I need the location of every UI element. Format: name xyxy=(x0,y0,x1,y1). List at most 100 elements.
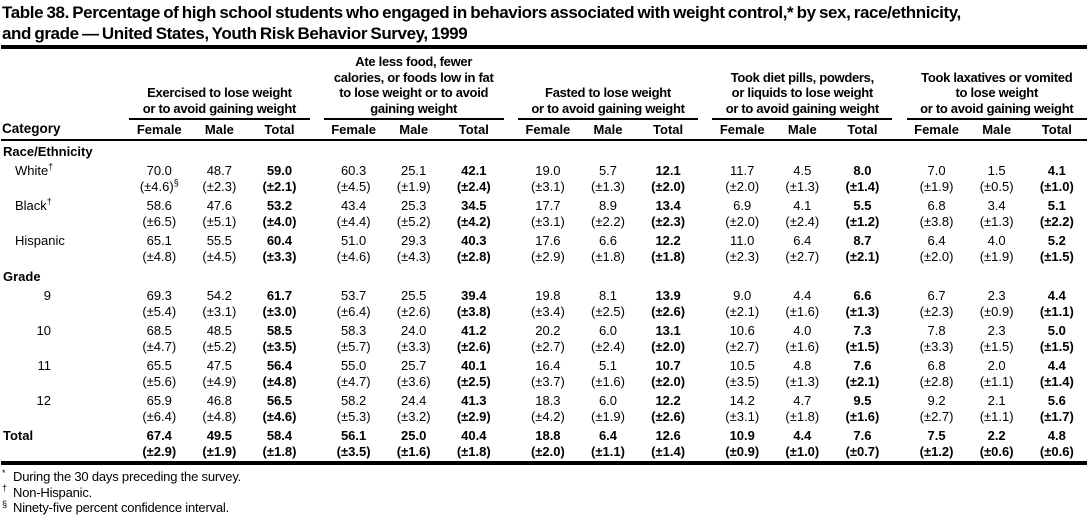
ci-cell: (±1.1) xyxy=(979,409,1014,424)
ci-cell: (±2.6) xyxy=(456,339,491,354)
column-gap xyxy=(698,339,712,356)
footnotes: * During the 30 days preceding the survey… xyxy=(0,465,1088,516)
ci-cell: (±3.1) xyxy=(530,214,565,229)
ci-cell: (±2.6) xyxy=(651,304,686,319)
value-cell: 2.1 xyxy=(987,393,1006,408)
value-cell: 4.1 xyxy=(793,198,812,213)
value-cell: 7.5 xyxy=(927,428,946,443)
value-cell: 11.0 xyxy=(730,233,755,248)
ci-cell: (±1.3) xyxy=(591,179,625,194)
value-cell: 56.5 xyxy=(266,393,293,408)
value-cell: 4.4 xyxy=(1047,358,1066,373)
ci-cell: (±3.8) xyxy=(919,214,954,229)
ci-cell: (±4.5) xyxy=(336,179,371,194)
value-cell: 42.1 xyxy=(461,163,487,178)
column-gap xyxy=(698,444,712,463)
ci-cell: (±2.9) xyxy=(530,249,565,264)
value-cell: 7.0 xyxy=(927,163,946,178)
row-label: 11 xyxy=(37,358,52,373)
column-gap xyxy=(504,339,518,356)
column-gap xyxy=(310,321,324,339)
value-cell: 10.5 xyxy=(729,358,755,373)
column-gap xyxy=(892,391,906,409)
column-gap xyxy=(310,356,324,374)
ci-cell: (±1.8) xyxy=(785,409,820,424)
ci-cell: (±1.9) xyxy=(979,249,1014,264)
ci-cell: (±1.3) xyxy=(785,179,820,194)
ci-cell: (±1.3) xyxy=(979,214,1014,229)
column-gap xyxy=(504,444,518,463)
ci-cell: (±2.5) xyxy=(456,374,491,389)
ci-cell: (±1.8) xyxy=(262,444,297,459)
row-label: 12 xyxy=(36,393,51,408)
value-cell: 2.3 xyxy=(987,323,1006,338)
value-cell: 68.5 xyxy=(146,323,172,338)
value-cell: 7.6 xyxy=(853,358,872,373)
column-gap xyxy=(310,179,324,196)
column-gap xyxy=(698,374,712,391)
ci-cell: (±2.1) xyxy=(262,179,297,194)
ci-cell: (±2.4) xyxy=(591,339,625,354)
value-cell: 16.4 xyxy=(535,358,561,373)
ci-cell: (±1.8) xyxy=(651,249,686,264)
value-cell: 41.2 xyxy=(461,323,487,338)
column-gap xyxy=(892,374,906,391)
column-group-fasted: Fasted to lose weight or to avoid gainin… xyxy=(517,47,699,120)
column-gap xyxy=(504,286,518,304)
column-gap xyxy=(892,339,906,356)
ci-cell: (±2.6) xyxy=(396,304,431,319)
subheader-total: Total xyxy=(832,119,893,141)
category-header: Category xyxy=(1,47,130,141)
column-gap xyxy=(892,304,906,321)
row-label-spacer xyxy=(1,304,129,321)
row-label-spacer xyxy=(1,409,129,426)
subheader-total: Total xyxy=(443,119,504,141)
row-label-spacer xyxy=(1,339,129,356)
section-row: Race/Ethnicity xyxy=(1,140,1087,161)
ci-cell: (±2.6) xyxy=(651,409,686,424)
subheader-total: Total xyxy=(1026,119,1087,141)
column-gap xyxy=(504,231,518,249)
value-cell: 4.4 xyxy=(793,428,812,443)
column-gap xyxy=(310,161,324,179)
value-cell: 6.9 xyxy=(733,198,752,213)
column-gap xyxy=(504,409,518,426)
value-cell: 47.6 xyxy=(206,198,233,213)
column-gap xyxy=(698,231,712,249)
ci-cell: (±1.6) xyxy=(591,374,625,389)
table-header: Category Exercised to lose weight or to … xyxy=(1,47,1087,141)
subheader-male: Male xyxy=(383,119,444,141)
column-gap xyxy=(504,249,518,266)
ci-cell: (±5.2) xyxy=(396,214,431,229)
table-body: Race/Ethnicity White† 70.0 48.7 59.0 60.3 25.1… xyxy=(1,140,1087,463)
footnote-text: During the 30 days preceding the survey. xyxy=(13,469,242,484)
column-gap xyxy=(892,286,906,304)
ci-cell: (±2.0) xyxy=(725,179,760,194)
value-cell: 46.8 xyxy=(206,393,233,408)
column-gap xyxy=(892,356,906,374)
column-gap xyxy=(892,196,906,214)
ci-cell: (±3.5) xyxy=(336,444,371,459)
value-cell: 67.4 xyxy=(146,428,172,443)
value-cell: 58.4 xyxy=(266,428,293,443)
section-row: Grade xyxy=(1,266,1087,286)
value-cell: 69.3 xyxy=(146,288,172,303)
column-gap xyxy=(310,286,324,304)
value-cell: 65.5 xyxy=(146,358,172,373)
ci-cell: (±2.0) xyxy=(725,214,760,229)
ci-cell: (±1.8) xyxy=(591,249,625,264)
column-gap xyxy=(892,249,906,266)
value-cell: 25.0 xyxy=(401,428,427,443)
value-cell: 20.2 xyxy=(535,323,561,338)
value-cell: 10.6 xyxy=(729,323,755,338)
ci-cell: (±5.1) xyxy=(202,214,237,229)
column-gap xyxy=(504,391,518,409)
column-group-diet-pills: Took diet pills, powders, or liquids to … xyxy=(712,47,893,120)
ci-cell: (±4.3) xyxy=(396,249,431,264)
ci-cell: (±0.6) xyxy=(979,444,1014,459)
value-cell: 58.3 xyxy=(340,323,367,338)
ci-cell: (±1.6) xyxy=(845,409,880,424)
value-cell: 5.1 xyxy=(1047,198,1066,213)
value-cell: 41.3 xyxy=(461,393,487,408)
ci-row: (±6.4) (±4.8) (±4.6) (±5.3) (±3.2) (±2.9) (±4.… xyxy=(1,409,1087,426)
